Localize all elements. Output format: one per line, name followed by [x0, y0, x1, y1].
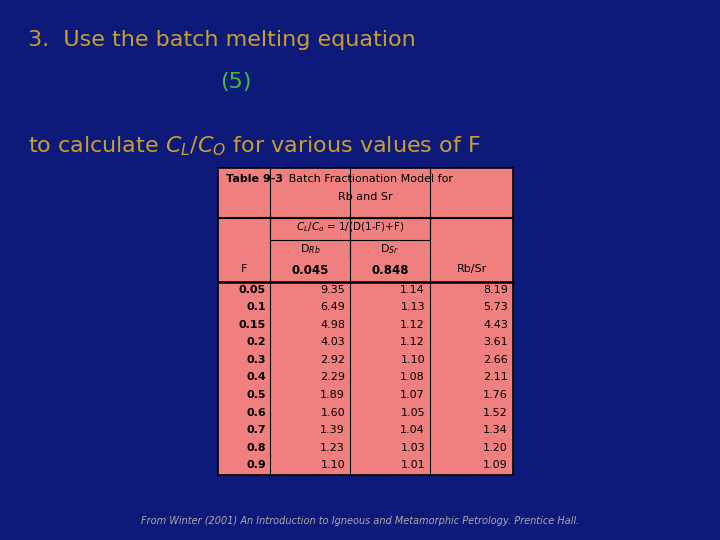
Text: 1.89: 1.89 — [320, 390, 345, 400]
Text: 1.52: 1.52 — [483, 408, 508, 417]
Text: 1.20: 1.20 — [483, 443, 508, 453]
Text: From Winter (2001) An Introduction to Igneous and Metamorphic Petrology. Prentic: From Winter (2001) An Introduction to Ig… — [141, 516, 579, 526]
Text: 0.05: 0.05 — [239, 285, 266, 295]
Text: 0.7: 0.7 — [246, 425, 266, 435]
Text: 1.03: 1.03 — [400, 443, 425, 453]
Text: 1.12: 1.12 — [400, 338, 425, 347]
Text: 1.34: 1.34 — [483, 425, 508, 435]
Text: 0.2: 0.2 — [246, 338, 266, 347]
Text: 1.01: 1.01 — [400, 460, 425, 470]
Text: 0.9: 0.9 — [246, 460, 266, 470]
Text: 1.10: 1.10 — [400, 355, 425, 365]
Text: 1.76: 1.76 — [483, 390, 508, 400]
Text: 2.29: 2.29 — [320, 373, 345, 382]
Text: 3.61: 3.61 — [483, 338, 508, 347]
Text: 1.09: 1.09 — [483, 460, 508, 470]
Bar — [270, 218, 430, 240]
Text: 1.07: 1.07 — [400, 390, 425, 400]
Text: 0.4: 0.4 — [246, 373, 266, 382]
Text: 4.03: 4.03 — [320, 338, 345, 347]
Text: $C_L$/$C_o$ = 1/(D(1-F)+F): $C_L$/$C_o$ = 1/(D(1-F)+F) — [296, 220, 405, 234]
Text: 0.5: 0.5 — [246, 390, 266, 400]
Text: 0.15: 0.15 — [239, 320, 266, 330]
Text: 0.848: 0.848 — [372, 264, 409, 277]
Text: 1.60: 1.60 — [320, 408, 345, 417]
Text: 1.14: 1.14 — [400, 285, 425, 295]
Text: D$_{Rb}$: D$_{Rb}$ — [300, 242, 320, 256]
Text: 4.43: 4.43 — [483, 320, 508, 330]
Text: Rb and Sr: Rb and Sr — [338, 192, 393, 202]
Text: 1.23: 1.23 — [320, 443, 345, 453]
Bar — [218, 168, 513, 475]
Text: .  Batch Fractionation Model for: . Batch Fractionation Model for — [278, 174, 453, 184]
Text: 3.  Use the batch melting equation: 3. Use the batch melting equation — [28, 30, 415, 50]
Text: F: F — [240, 264, 247, 274]
Text: 0.1: 0.1 — [246, 302, 266, 312]
Text: 1.04: 1.04 — [400, 425, 425, 435]
Text: 8.19: 8.19 — [483, 285, 508, 295]
Text: 2.11: 2.11 — [483, 373, 508, 382]
Text: D$_{Sr}$: D$_{Sr}$ — [380, 242, 400, 256]
Text: 2.66: 2.66 — [483, 355, 508, 365]
Text: 0.045: 0.045 — [292, 264, 329, 277]
Text: 1.08: 1.08 — [400, 373, 425, 382]
Text: 0.8: 0.8 — [246, 443, 266, 453]
Text: 1.13: 1.13 — [400, 302, 425, 312]
Text: 1.05: 1.05 — [400, 408, 425, 417]
Text: 1.12: 1.12 — [400, 320, 425, 330]
Text: 9.35: 9.35 — [320, 285, 345, 295]
Text: 2.92: 2.92 — [320, 355, 345, 365]
Text: 5.73: 5.73 — [483, 302, 508, 312]
Text: 6.49: 6.49 — [320, 302, 345, 312]
Text: 1.39: 1.39 — [320, 425, 345, 435]
Text: 0.3: 0.3 — [246, 355, 266, 365]
Text: 4.98: 4.98 — [320, 320, 345, 330]
Text: to calculate $\mathit{C_L}$/$\mathit{C_O}$ for various values of F: to calculate $\mathit{C_L}$/$\mathit{C_O… — [28, 134, 480, 158]
Text: 1.10: 1.10 — [320, 460, 345, 470]
Text: Rb/Sr: Rb/Sr — [456, 264, 487, 274]
Text: (5): (5) — [220, 72, 251, 92]
Text: 0.6: 0.6 — [246, 408, 266, 417]
Text: Table 9-3: Table 9-3 — [226, 174, 283, 184]
